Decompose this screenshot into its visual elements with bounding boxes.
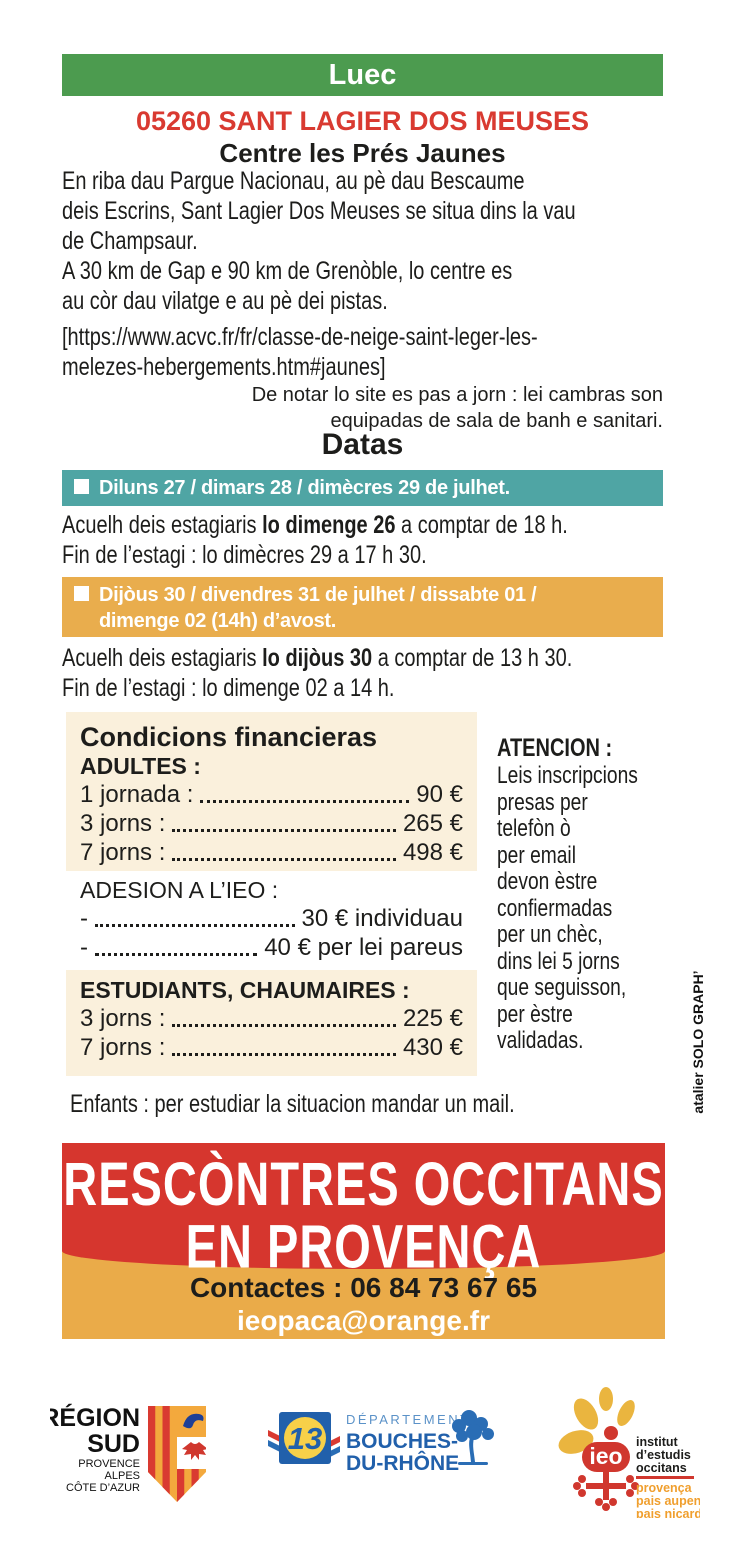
price-row: 1 jornada :90 € [80, 781, 463, 808]
postcode-title: 05260 SANT LAGIER DOS MEUSES [135, 106, 590, 136]
ieo-dot-icon [604, 1426, 618, 1440]
attention-body: Leis inscripcions presas per telefòn ò p… [497, 762, 638, 1054]
price-row: -30 € individuau [80, 905, 463, 932]
occitan-cross-balls [573, 1475, 639, 1511]
bouches-du-rhone-graphic: 13 DÉPARTEMENT BOUCHES- DU-RHÔNE [268, 1410, 494, 1475]
bouches-du-rhone-logo: 13 DÉPARTEMENT BOUCHES- DU-RHÔNE [266, 1400, 504, 1505]
session1-dates: Diluns 27 / dimars 28 / dimècres 29 de j… [99, 477, 510, 499]
svg-text:13: 13 [288, 1421, 322, 1456]
children-note: Enfants : per estudiar la situacion mand… [70, 1090, 515, 1118]
banner-headline: RESCÒNTRES OCCITANS EN PROVENÇA [62, 1149, 665, 1281]
svg-text:PROVENCE: PROVENCE [78, 1458, 140, 1470]
website-url[interactable]: [https://www.acvc.fr/fr/classe-de-neige-… [62, 323, 538, 381]
contact-email[interactable]: ieopaca@orange.fr [237, 1305, 490, 1336]
price-row: 7 jorns :430 € [80, 1034, 463, 1061]
session2-date-bar: Dijòus 30 / divendres 31 de julhet / dis… [62, 577, 663, 637]
svg-text:ALPES: ALPES [105, 1470, 140, 1482]
pricing-adults-section: Condicions financieras ADULTES : 1 jorna… [66, 712, 477, 871]
dotted-leader [172, 1053, 396, 1056]
attention-block: ATENCION : Leis inscripcions presas per … [497, 733, 673, 1055]
olive-tree-icon [452, 1410, 494, 1465]
ieo-leaves-icon [558, 1387, 635, 1454]
region-sud-logo: RÉGION SUD PROVENCE ALPES CÔTE D’AZUR [41, 1398, 212, 1519]
svg-text:d’estudis: d’estudis [636, 1448, 691, 1462]
site-note: De notar lo site es pas a jorn : lei cam… [251, 384, 663, 432]
svg-text:DU-RHÔNE: DU-RHÔNE [346, 1451, 459, 1475]
dotted-leader [200, 800, 410, 803]
contact-phone: Contactes : 06 84 73 67 65 [189, 1272, 538, 1303]
attention-heading: ATENCION : [497, 734, 613, 762]
dotted-leader [172, 858, 396, 861]
session1-details: Acuelh deis estagiaris lo dimenge 26 a c… [62, 510, 663, 570]
price-row: -40 € per lei pareus [80, 934, 463, 961]
svg-text:institut: institut [636, 1435, 678, 1449]
banner-title-line1: RESCÒNTRES OCCITANS [63, 1149, 664, 1218]
dates-heading: Datas [321, 428, 404, 461]
design-credit: atalier SOLO GRAPH’ [690, 970, 706, 1114]
session1-end: Fin de l’estagi : lo dimècres 29 a 17 h … [62, 541, 427, 569]
session1-date-bar: Diluns 27 / dimars 28 / dimècres 29 de j… [62, 470, 663, 506]
session1-arrival: Acuelh deis estagiaris lo dimenge 26 a c… [62, 511, 568, 539]
intro-paragraph: En riba dau Pargue Nacionau, au pè dau B… [62, 167, 576, 315]
membership-heading: ADESION A L’IEO : [80, 877, 279, 903]
svg-text:DÉPARTEMENT: DÉPARTEMENT [346, 1412, 471, 1427]
svg-text:SUD: SUD [87, 1430, 140, 1458]
banner-title-line2: EN PROVENÇA [185, 1211, 542, 1281]
square-bullet-icon [74, 479, 89, 494]
adults-heading: ADULTES : [80, 753, 201, 779]
ieo-logo: ieo institut d’estudis occitans provença… [548, 1386, 708, 1523]
provence-shield-icon [148, 1406, 206, 1502]
pricing-title: Condicions financieras [80, 722, 378, 752]
pricing-students-section: ESTUDIANTS, CHAUMAIRES : 3 jorns :225 € … [66, 970, 477, 1080]
price-row: 3 jorns :265 € [80, 810, 463, 837]
dotted-leader [172, 829, 396, 832]
price-row: 7 jorns :498 € [80, 839, 463, 866]
students-heading: ESTUDIANTS, CHAUMAIRES : [80, 977, 410, 1003]
ieo-badge [582, 1442, 630, 1472]
location-header-bar: Luec [62, 54, 663, 96]
svg-text:pais aupenc: pais aupenc [636, 1494, 700, 1508]
dotted-leader [95, 953, 258, 956]
svg-text:ieo: ieo [589, 1443, 622, 1469]
banner-red-band [62, 1143, 665, 1269]
session2-details: Acuelh deis estagiaris lo dijòus 30 a co… [62, 643, 663, 703]
region-sud-graphic: RÉGION SUD PROVENCE ALPES CÔTE D’AZUR [41, 1403, 206, 1502]
dotted-leader [95, 924, 295, 927]
svg-text:BOUCHES-: BOUCHES- [346, 1430, 458, 1453]
occitan-cross-icon [586, 1470, 626, 1500]
svg-text:CÔTE D’AZUR: CÔTE D’AZUR [66, 1481, 140, 1494]
bdr-yellow-circle [284, 1417, 326, 1459]
price-row: 3 jorns :225 € [80, 1005, 463, 1032]
dotted-leader [172, 1024, 396, 1027]
svg-text:occitans: occitans [636, 1461, 687, 1475]
svg-text:pais niçard: pais niçard [636, 1507, 700, 1518]
ieo-graphic: ieo institut d’estudis occitans provença… [558, 1387, 708, 1521]
square-bullet-icon [74, 586, 89, 601]
svg-text:provença: provença [636, 1481, 693, 1495]
pricing-box: Condicions financieras ADULTES : 1 jorna… [66, 712, 477, 1076]
session2-dates-line1: Dijòus 30 / divendres 31 de julhet / dis… [74, 582, 651, 608]
session2-dates-line2: dimenge 02 (14h) d’avost. [99, 610, 337, 632]
session2-arrival: Acuelh deis estagiaris lo dijòus 30 a co… [62, 644, 573, 672]
svg-text:RÉGION: RÉGION [50, 1403, 140, 1432]
centre-title: Centre les Prés Jaunes [219, 138, 506, 168]
event-banner: RESCÒNTRES OCCITANS EN PROVENÇA Contacte… [62, 1143, 665, 1339]
pricing-membership-section: ADESION A L’IEO : -30 € individuau -40 €… [66, 871, 477, 970]
session2-end: Fin de l’estagi : lo dimenge 02 a 14 h. [62, 674, 395, 702]
